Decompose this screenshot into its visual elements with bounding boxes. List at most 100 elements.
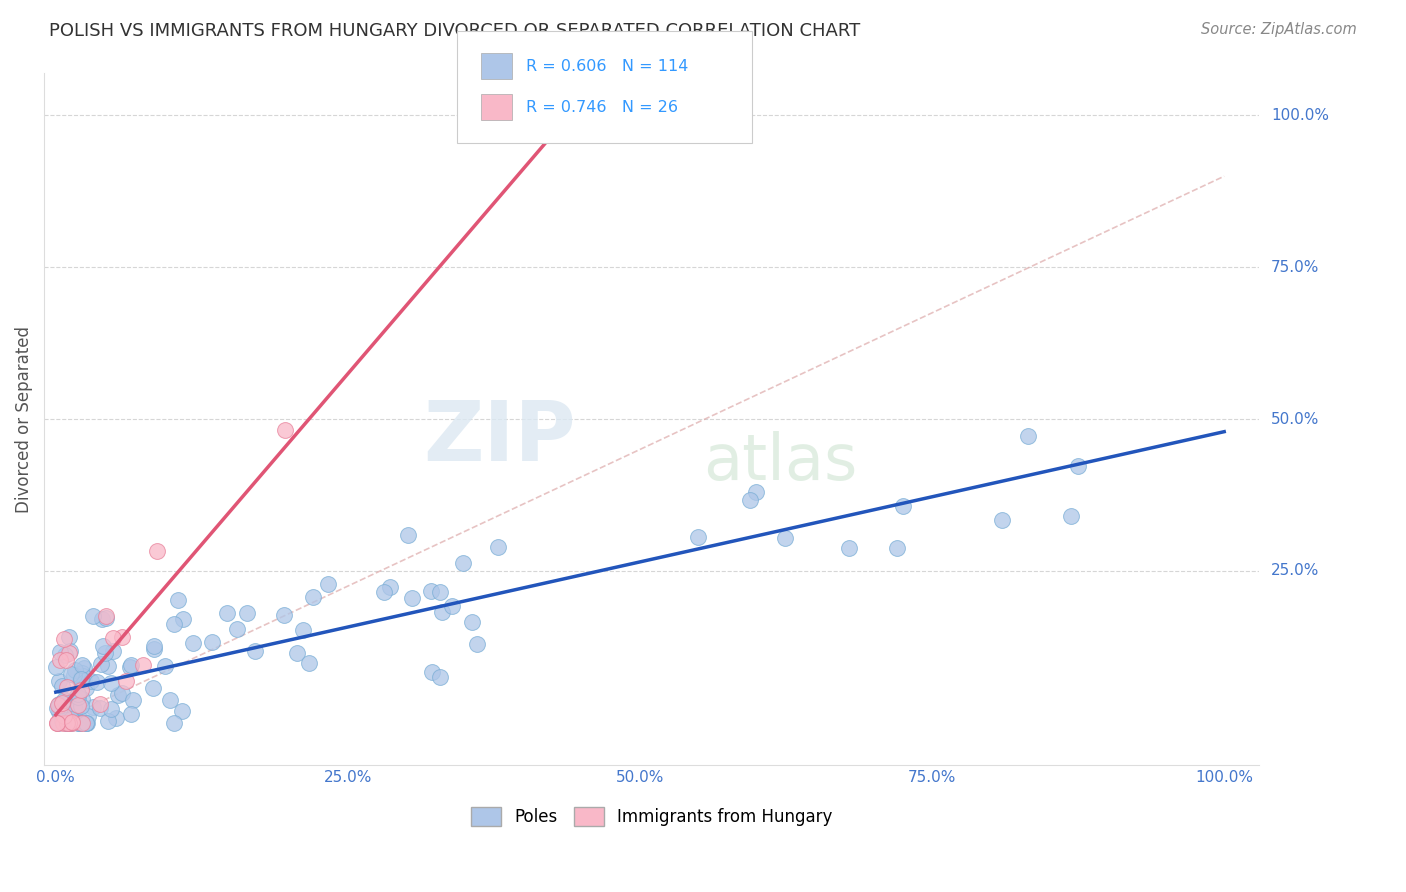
Point: [56, 680, 79, 694]
Point: [688, 530, 710, 544]
Point: [155, 659, 177, 673]
Point: [48, 706, 70, 720]
Point: [132, 658, 155, 673]
Point: [274, 424, 297, 438]
Point: [163, 715, 186, 730]
Point: [465, 637, 488, 651]
Point: [94, 609, 117, 624]
Point: [53, 648, 76, 662]
Point: [63, 700, 86, 714]
Text: Source: ZipAtlas.com: Source: ZipAtlas.com: [1201, 22, 1357, 37]
Point: [316, 577, 339, 591]
Point: [1017, 429, 1039, 443]
Point: [77, 708, 100, 723]
Point: [72, 668, 94, 682]
Point: [838, 541, 860, 556]
Point: [72, 692, 94, 706]
Text: 25.0%: 25.0%: [1271, 564, 1319, 578]
Point: [70, 657, 93, 672]
Text: 50.0%: 50.0%: [1271, 411, 1319, 426]
Point: [738, 493, 761, 508]
Point: [65, 691, 87, 706]
Point: [298, 656, 321, 670]
Point: [461, 615, 484, 630]
Point: [273, 607, 295, 622]
Point: [76, 715, 98, 730]
Point: [120, 706, 142, 721]
Point: [89, 697, 111, 711]
Point: [142, 681, 165, 696]
Point: [75, 715, 97, 730]
Point: [243, 643, 266, 657]
Point: [73, 661, 96, 675]
Point: [143, 641, 166, 656]
Point: [55, 697, 77, 711]
Point: [159, 693, 181, 707]
Point: [55, 715, 77, 730]
Point: [120, 657, 142, 672]
Point: [51, 679, 73, 693]
Point: [52, 632, 75, 647]
Point: [773, 531, 796, 545]
Point: [420, 583, 443, 598]
Point: [291, 624, 314, 638]
Point: [67, 698, 90, 712]
Point: [58, 715, 80, 730]
Point: [79, 673, 101, 688]
Point: [120, 660, 142, 674]
Point: [302, 591, 325, 605]
Point: [93, 646, 115, 660]
Point: [91, 612, 114, 626]
Point: [62, 667, 84, 681]
Point: [46, 715, 69, 730]
Point: [429, 670, 451, 684]
Point: [146, 544, 169, 558]
Point: [96, 611, 118, 625]
Point: [73, 673, 96, 687]
Point: [201, 634, 224, 648]
Point: [46, 715, 69, 730]
Point: [70, 666, 93, 681]
Point: [55, 715, 77, 730]
Point: [67, 690, 90, 705]
Point: [52, 715, 75, 730]
Point: [69, 715, 91, 730]
Point: [66, 687, 89, 701]
Point: [429, 584, 451, 599]
Point: [59, 643, 82, 657]
Text: ZIP: ZIP: [423, 397, 576, 478]
Text: 75.0%: 75.0%: [1271, 260, 1319, 275]
Point: [53, 709, 76, 723]
Point: [55, 715, 77, 730]
Point: [101, 643, 124, 657]
Point: [1067, 459, 1090, 474]
Point: [72, 715, 94, 730]
Point: [111, 631, 134, 645]
Point: [46, 698, 69, 712]
Point: [60, 715, 83, 730]
Point: [100, 702, 122, 716]
Point: [486, 541, 509, 555]
Point: [63, 663, 86, 677]
Point: [55, 653, 77, 667]
Point: [181, 636, 204, 650]
Point: [107, 688, 129, 702]
Text: POLISH VS IMMIGRANTS FROM HUNGARY DIVORCED OR SEPARATED CORRELATION CHART: POLISH VS IMMIGRANTS FROM HUNGARY DIVORC…: [49, 22, 860, 40]
Text: atlas: atlas: [703, 431, 858, 492]
Text: R = 0.606   N = 114: R = 0.606 N = 114: [526, 59, 688, 73]
Point: [69, 683, 91, 698]
Point: [103, 631, 125, 645]
Point: [886, 541, 908, 555]
Point: [440, 599, 463, 613]
Point: [58, 715, 80, 730]
Point: [115, 674, 138, 689]
Point: [60, 715, 83, 730]
Point: [49, 653, 72, 667]
Point: [170, 704, 193, 718]
Point: [97, 714, 120, 728]
Text: R = 0.746   N = 26: R = 0.746 N = 26: [526, 100, 678, 114]
Point: [66, 715, 89, 730]
Point: [373, 585, 395, 599]
Point: [48, 645, 70, 659]
Legend: Poles, Immigrants from Hungary: Poles, Immigrants from Hungary: [464, 800, 839, 833]
